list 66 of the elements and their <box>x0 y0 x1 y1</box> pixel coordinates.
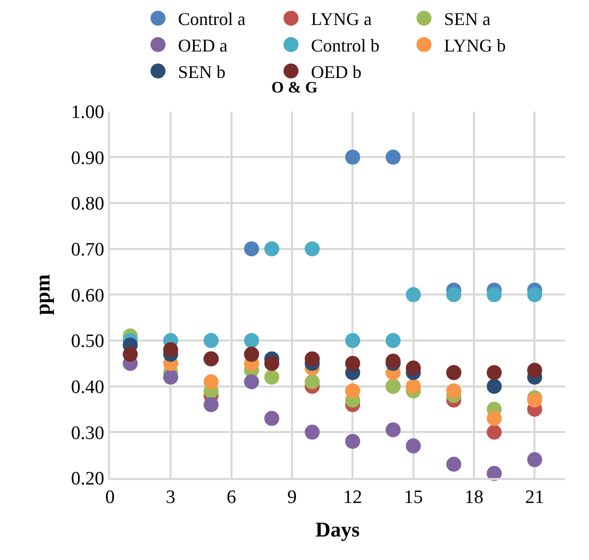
point <box>204 397 219 412</box>
point <box>204 374 219 390</box>
legend-label: SEN a <box>444 9 491 30</box>
y-axis-title: ppm <box>30 274 55 316</box>
point <box>527 452 542 468</box>
point <box>304 374 320 390</box>
point <box>486 424 502 440</box>
x-tick-label: 21 <box>525 486 544 508</box>
point <box>486 365 502 380</box>
point <box>345 383 360 398</box>
x-tick-label: 12 <box>343 486 362 508</box>
point <box>406 287 421 302</box>
point <box>264 410 280 426</box>
y-tick-label: 1.00 <box>70 102 104 123</box>
point <box>244 333 260 348</box>
point <box>446 287 462 302</box>
point <box>527 362 542 378</box>
legend-label: LYNG b <box>444 36 506 56</box>
point <box>386 333 401 348</box>
point <box>163 342 178 358</box>
y-tick-label: 0.90 <box>70 148 104 169</box>
y-tick-label: 0.30 <box>70 422 104 444</box>
x-tick-label: 6 <box>226 486 236 508</box>
point <box>527 287 542 302</box>
point <box>304 424 320 440</box>
point <box>446 383 462 398</box>
x-axis-title: Days <box>315 518 360 542</box>
y-tick-label: 0.80 <box>70 194 104 215</box>
point <box>264 241 280 256</box>
point <box>264 356 280 371</box>
point <box>244 241 260 256</box>
y-tick-label: 0.50 <box>70 331 104 352</box>
point <box>406 378 421 394</box>
point <box>204 333 219 348</box>
point <box>163 370 178 385</box>
point <box>446 456 462 472</box>
point <box>345 333 360 348</box>
x-tick-label: 0 <box>105 486 115 508</box>
legend-label: SEN b <box>178 62 226 82</box>
x-tick-label: 18 <box>464 486 484 508</box>
point <box>386 422 401 438</box>
point <box>406 438 421 454</box>
y-tick-label: 0.60 <box>70 285 104 306</box>
point <box>304 351 320 366</box>
point <box>122 346 138 362</box>
y-tick-label: 0.70 <box>70 239 104 260</box>
point <box>244 374 260 390</box>
legend-label: Control b <box>311 36 380 56</box>
point <box>486 378 502 394</box>
y-tick-label: 0.20 <box>70 468 104 490</box>
point <box>345 434 360 449</box>
point <box>486 287 502 302</box>
point <box>345 150 360 165</box>
x-tick-label: 3 <box>166 486 176 508</box>
legend-label: Control a <box>178 9 246 30</box>
y-tick-label: 0.40 <box>70 376 104 398</box>
point <box>345 356 360 371</box>
point <box>486 410 502 426</box>
point <box>386 150 401 165</box>
legend-label: OED a <box>178 36 228 56</box>
point <box>304 241 320 256</box>
legend-label: LYNG a <box>311 9 372 30</box>
point <box>264 370 280 385</box>
x-tick-label: 15 <box>404 486 423 508</box>
x-tick-label: 9 <box>287 486 297 508</box>
point <box>406 360 421 376</box>
